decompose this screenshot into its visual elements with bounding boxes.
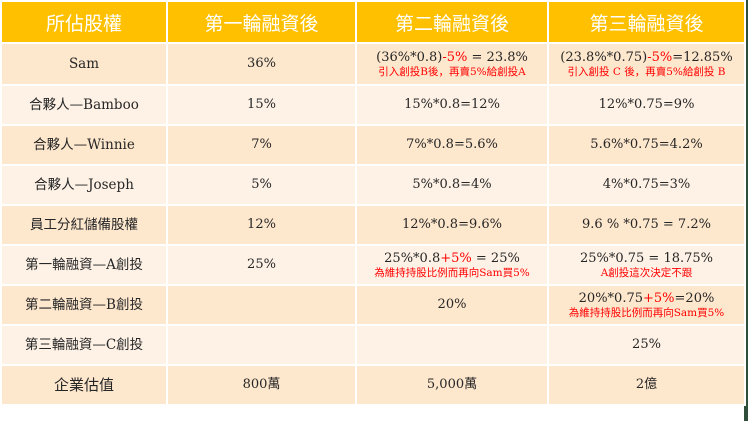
round-3-value: 25%*0.75 = 18.75% A創投這次決定不跟	[547, 244, 746, 286]
round-1-value: 5%	[166, 164, 357, 206]
table-row-sam: Sam 36% (36%*0.8)-5% = 23.8% 引入創投B後，再賣5%…	[0, 42, 746, 86]
round-2-value	[355, 324, 549, 366]
round-1-value	[166, 284, 357, 326]
row-label: 第二輪融資—B創投	[0, 284, 168, 326]
round-note: 為維持持股比例而再向Sam買5%	[374, 266, 530, 279]
row-label: 第一輪融資—A創投	[0, 244, 168, 286]
slide-edge	[744, 0, 748, 421]
table-row-winnie: 合夥人—Winnie 7% 7%*0.8=5.6% 5.6%*0.75=4.2%	[0, 124, 746, 166]
round-2-value: 15%*0.8=12%	[355, 84, 549, 126]
table-row-employee-pool: 員工分紅儲備股權 12% 12%*0.8=9.6% 9.6 % *0.75 = …	[0, 204, 746, 246]
round-3-value: (23.8%*0.75)-5%=12.85% 引入創投 C 後，再賣5%給創投 …	[547, 42, 746, 86]
formula: (36%*0.8)	[376, 49, 443, 65]
row-label: 合夥人—Bamboo	[0, 84, 168, 126]
formula-adjustment: +5%	[440, 250, 472, 266]
round-2-value: 25%*0.8+5% = 25% 為維持持股比例而再向Sam買5%	[355, 244, 549, 286]
round-note: A創投這次決定不跟	[600, 266, 693, 279]
formula: 20%*0.75	[578, 290, 643, 306]
round-1-value: 36%	[166, 42, 357, 86]
table-row-bamboo: 合夥人—Bamboo 15% 15%*0.8=12% 12%*0.75=9%	[0, 84, 746, 126]
formula-adjustment: +5%	[643, 290, 675, 306]
row-label: 合夥人—Joseph	[0, 164, 168, 206]
round-1-value: 15%	[166, 84, 357, 126]
round-3-value: 9.6 % *0.75 = 7.2%	[547, 204, 746, 246]
round-2-value: (36%*0.8)-5% = 23.8% 引入創投B後，再賣5%給創投A	[355, 42, 549, 86]
formula-result: =12.85%	[672, 49, 733, 65]
row-label: 合夥人—Winnie	[0, 124, 168, 166]
table-row-valuation: 企業估值 800萬 5,000萬 2億	[0, 364, 746, 406]
round-2-value: 12%*0.8=9.6%	[355, 204, 549, 246]
formula: 25%*0.75 = 18.75%	[579, 250, 714, 266]
round-note: 引入創投B後，再賣5%給創投A	[378, 65, 526, 78]
row-label: Sam	[0, 42, 168, 86]
table-row-joseph: 合夥人—Joseph 5% 5%*0.8=4% 4%*0.75=3%	[0, 164, 746, 206]
round-3-value: 25%	[547, 324, 746, 366]
round-2-value: 20%	[355, 284, 549, 326]
round-2-value: 7%*0.8=5.6%	[355, 124, 549, 166]
formula-result: = 23.8%	[467, 49, 528, 65]
header-round-2: 第二輪融資後	[355, 0, 549, 44]
round-1-value: 7%	[166, 124, 357, 166]
header-row: 所佔股權 第一輪融資後 第二輪融資後 第三輪融資後	[0, 0, 746, 44]
header-round-3: 第三輪融資後	[547, 0, 746, 44]
row-label: 第三輪融資—C創投	[0, 324, 168, 366]
round-3-value: 20%*0.75+5%=20% 為維持持股比例而再向Sam買5%	[547, 284, 746, 326]
round-2-value: 5,000萬	[355, 364, 549, 406]
round-3-value: 2億	[547, 364, 746, 406]
formula: 25%*0.8	[384, 250, 441, 266]
header-equity: 所佔股權	[0, 0, 168, 44]
row-label: 員工分紅儲備股權	[0, 204, 168, 246]
round-1-value: 25%	[166, 244, 357, 286]
round-1-value	[166, 324, 357, 366]
row-label: 企業估值	[0, 364, 168, 406]
formula-adjustment: -5%	[647, 49, 673, 65]
round-3-value: 4%*0.75=3%	[547, 164, 746, 206]
table-row-vc-c: 第三輪融資—C創投 25%	[0, 324, 746, 366]
formula-adjustment: -5%	[442, 49, 468, 65]
round-1-value: 800萬	[166, 364, 357, 406]
round-2-value: 5%*0.8=4%	[355, 164, 549, 206]
round-3-value: 5.6%*0.75=4.2%	[547, 124, 746, 166]
round-note: 為維持持股比例而再向Sam買5%	[568, 306, 725, 319]
round-1-value: 12%	[166, 204, 357, 246]
header-round-1: 第一輪融資後	[166, 0, 357, 44]
formula-result: = 25%	[471, 250, 520, 266]
table-row-vc-b: 第二輪融資—B創投 20% 20%*0.75+5%=20% 為維持持股比例而再向…	[0, 284, 746, 326]
table-row-vc-a: 第一輪融資—A創投 25% 25%*0.8+5% = 25% 為維持持股比例而再…	[0, 244, 746, 286]
round-3-value: 12%*0.75=9%	[547, 84, 746, 126]
formula: (23.8%*0.75)	[560, 49, 648, 65]
formula-result: =20%	[674, 290, 715, 306]
round-note: 引入創投 C 後，再賣5%給創投 B	[567, 65, 726, 78]
equity-table: 所佔股權 第一輪融資後 第二輪融資後 第三輪融資後 Sam 36% (36%*0…	[0, 0, 746, 406]
